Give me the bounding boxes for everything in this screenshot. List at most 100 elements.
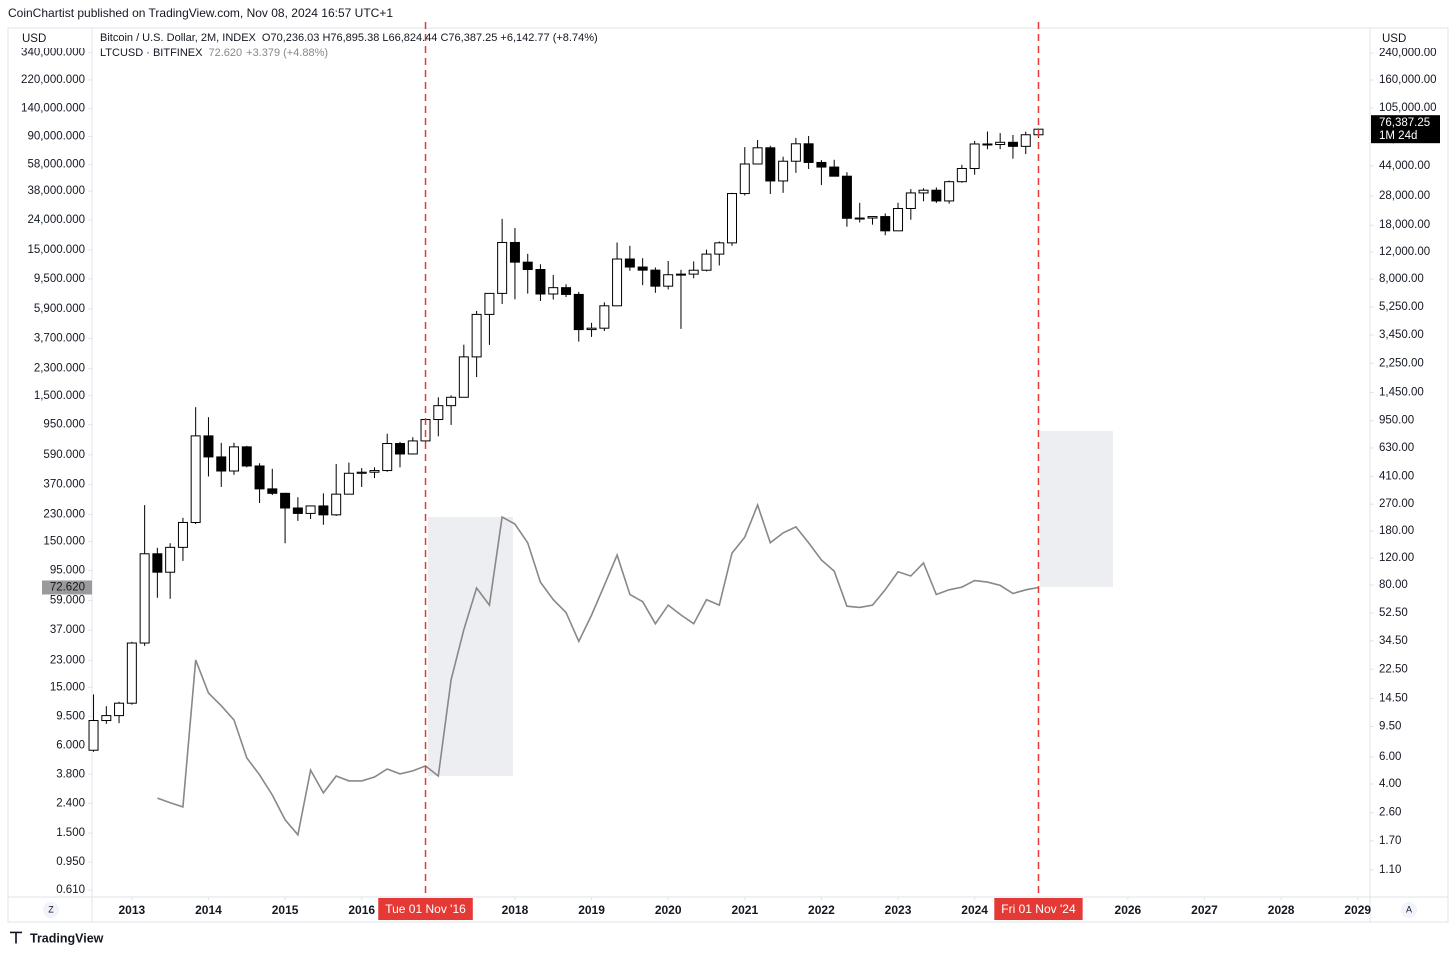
candle-body: [624, 258, 635, 268]
y2-tick-label: 44,000.00: [1379, 160, 1430, 172]
candle-body: [139, 553, 150, 644]
candle-body: [203, 435, 214, 458]
candle-body: [509, 241, 520, 263]
candle-body: [829, 166, 840, 177]
x-tick-label: 2026: [1115, 903, 1142, 917]
y-tick-label: 370.000: [43, 478, 85, 490]
z-button[interactable]: [43, 902, 59, 918]
a-label[interactable]: A: [1406, 904, 1412, 914]
y2-tick-label: 410.00: [1379, 470, 1414, 482]
y2-tick-label: 5,250.00: [1379, 301, 1424, 313]
currency-box[interactable]: [14, 29, 84, 48]
z-label[interactable]: Z: [48, 904, 54, 914]
y2-tick-label: 18,000.00: [1379, 219, 1430, 231]
candle-body: [650, 269, 661, 287]
marker-label-box: [994, 898, 1083, 920]
x-tick-label: 2019: [578, 903, 605, 917]
legend-change: +3.379 (+4.88%): [246, 47, 328, 59]
y-tick-label: 150.000: [43, 536, 85, 548]
y2-tick-label: 1.10: [1379, 864, 1401, 876]
y-tick-label: 140,000.000: [21, 103, 85, 115]
range-box: [1040, 431, 1113, 587]
y-tick-label: 23.000: [50, 654, 85, 666]
marker-label: Fri 01 Nov '24: [1001, 902, 1076, 916]
candle-body: [599, 305, 610, 329]
y2-tick-label: 8,000.00: [1379, 273, 1424, 285]
candle-body: [982, 143, 993, 146]
y-tick-label: 2,300.000: [34, 363, 85, 375]
currency-left[interactable]: USD: [22, 33, 46, 45]
candle-body: [931, 189, 942, 202]
marker-label-box: [378, 898, 473, 920]
logo: TradingView: [30, 931, 104, 945]
x-tick-label: 2029: [1344, 903, 1371, 917]
overlays: Tue 01 Nov '16 Fri 01 Nov '24 76,387.251M …: [42, 22, 1440, 920]
y-tick-label: 1.500: [56, 827, 85, 839]
y-tick-label: 3,700.000: [34, 333, 85, 345]
x-tick-label: 2015: [272, 903, 299, 917]
candle-body: [612, 258, 623, 307]
y-tick-label: 9.500: [56, 710, 85, 722]
range-box: [428, 517, 513, 776]
candle-body: [893, 207, 904, 232]
candle-body: [471, 313, 482, 358]
candle-body: [535, 269, 546, 295]
y2-tick-label: 270.00: [1379, 498, 1414, 510]
y2-tick-label: 1.70: [1379, 835, 1401, 847]
candle-body: [407, 440, 418, 455]
candle-body: [267, 488, 278, 494]
candle-body: [739, 163, 750, 195]
y-tick-label: 590.000: [43, 449, 85, 461]
currency-box[interactable]: [1374, 29, 1446, 48]
y-tick-label: 3.800: [56, 768, 85, 780]
line-series: [157, 502, 1039, 837]
x-tick-label: 2023: [885, 903, 912, 917]
y-tick-label: 6.000: [56, 739, 85, 751]
x-tick-label: 2022: [808, 903, 835, 917]
candle-body: [305, 505, 316, 514]
y-tick-label: 58,000.000: [27, 158, 85, 170]
candle-body: [369, 470, 380, 473]
candle-body: [880, 216, 891, 232]
candle-body: [726, 193, 737, 244]
candle-body: [701, 253, 712, 271]
candle-body: [803, 143, 814, 163]
candle-body: [816, 161, 827, 168]
candle-body: [675, 273, 686, 276]
candle-body: [995, 141, 1006, 146]
candle-body: [216, 456, 227, 472]
ticks: 340,000.000 220,000.000 140,000.000 90,000.…: [21, 46, 1437, 917]
candle-body: [586, 327, 597, 331]
y2-tick-label: 950.00: [1379, 415, 1414, 427]
y2-tick-label: 14.50: [1379, 692, 1408, 704]
candle-body: [548, 287, 559, 295]
y2-tick-label: 240,000.00: [1379, 47, 1437, 59]
legend-ohlc: O70,236.03 H76,895.38 L66,824.44 C76,387…: [262, 32, 598, 44]
y2-tick-label: 2.60: [1379, 807, 1401, 819]
y-tick-label: 340,000.000: [21, 46, 85, 58]
published: CoinChartist published on TradingView.co…: [8, 6, 393, 20]
y2-tick-label: 120.00: [1379, 552, 1414, 564]
y-tick-label: 15.000: [50, 681, 85, 693]
candle-body: [497, 241, 508, 294]
candle-body: [944, 181, 955, 202]
y-tick-label: 5,900.000: [34, 303, 85, 315]
candle-body: [458, 356, 469, 398]
ltc-label: 72.620: [50, 582, 85, 594]
candle-body: [841, 175, 852, 219]
y2-tick-label: 9.50: [1379, 721, 1401, 733]
y-tick-label: 24,000.000: [27, 214, 85, 226]
y2-tick-label: 1,450.00: [1379, 387, 1424, 399]
currency-right[interactable]: USD: [1382, 33, 1406, 45]
candle-body: [561, 287, 572, 295]
a-button[interactable]: [1401, 902, 1417, 918]
legend-btc: Bitcoin / U.S. Dollar, 2M, INDEX O70,236.…: [100, 32, 598, 44]
y2-tick-label: 3,450.00: [1379, 329, 1424, 341]
candle-body: [446, 396, 457, 407]
ltc-label-box: [42, 580, 92, 595]
y2-tick-label: 28,000.00: [1379, 190, 1430, 202]
candle-body: [356, 471, 367, 474]
y-tick-label: 0.950: [56, 856, 85, 868]
candle-body: [573, 293, 584, 331]
